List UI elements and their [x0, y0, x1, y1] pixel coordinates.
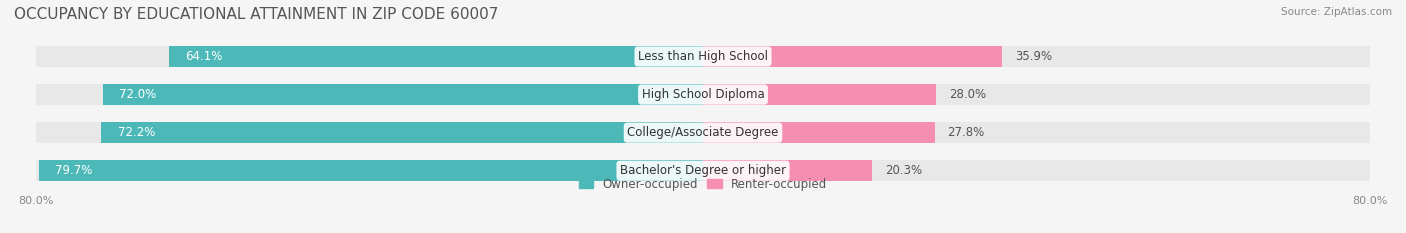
Text: 64.1%: 64.1%: [186, 50, 222, 63]
Text: OCCUPANCY BY EDUCATIONAL ATTAINMENT IN ZIP CODE 60007: OCCUPANCY BY EDUCATIONAL ATTAINMENT IN Z…: [14, 7, 499, 22]
Bar: [37, 160, 1369, 181]
Bar: [169, 46, 703, 67]
Text: College/Associate Degree: College/Associate Degree: [627, 126, 779, 139]
Text: Source: ZipAtlas.com: Source: ZipAtlas.com: [1281, 7, 1392, 17]
Bar: [703, 46, 1002, 67]
Text: 28.0%: 28.0%: [949, 88, 986, 101]
Bar: [703, 84, 936, 105]
Bar: [37, 46, 1369, 67]
Bar: [101, 122, 703, 143]
Text: Less than High School: Less than High School: [638, 50, 768, 63]
Text: 79.7%: 79.7%: [55, 164, 93, 177]
Bar: [37, 84, 1369, 105]
Bar: [103, 84, 703, 105]
Legend: Owner-occupied, Renter-occupied: Owner-occupied, Renter-occupied: [579, 178, 827, 191]
Bar: [37, 122, 1369, 143]
Text: 27.8%: 27.8%: [948, 126, 984, 139]
Bar: [703, 160, 872, 181]
Text: 72.2%: 72.2%: [118, 126, 155, 139]
Text: 35.9%: 35.9%: [1015, 50, 1052, 63]
Text: High School Diploma: High School Diploma: [641, 88, 765, 101]
Bar: [38, 160, 703, 181]
Text: 72.0%: 72.0%: [120, 88, 156, 101]
Text: 20.3%: 20.3%: [884, 164, 922, 177]
Bar: [703, 122, 935, 143]
Text: Bachelor's Degree or higher: Bachelor's Degree or higher: [620, 164, 786, 177]
